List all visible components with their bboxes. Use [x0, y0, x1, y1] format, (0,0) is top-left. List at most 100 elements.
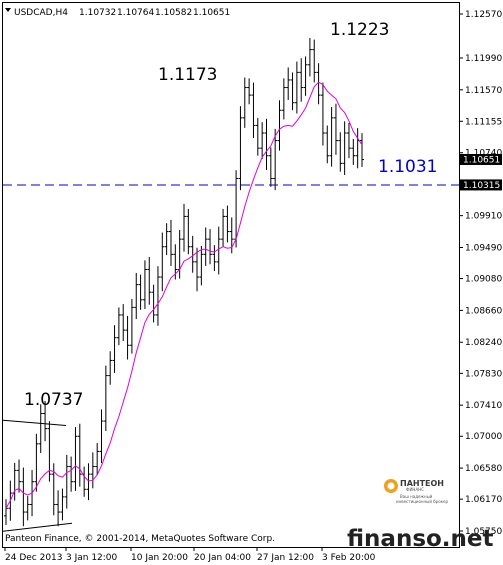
price-bar: [56, 490, 61, 527]
price-bar: [333, 103, 338, 155]
time-tick-label: 10 Jan 20:00: [131, 553, 188, 563]
price-bar: [346, 123, 351, 159]
price-bar: [99, 409, 104, 464]
close-value: 1.10651: [193, 8, 230, 18]
price-tick-label: 1.11570: [465, 86, 502, 96]
price-bar: [307, 37, 312, 77]
price-bar: [147, 256, 152, 305]
price-bar: [103, 365, 108, 432]
time-tick-label: 3 Jan 12:00: [66, 553, 118, 563]
price-bar: [151, 284, 156, 323]
price-tick-label: 1.05750: [465, 527, 502, 537]
plot-area: [2, 2, 460, 548]
price-tick-label: 1.08660: [465, 306, 502, 316]
price-bar: [264, 118, 269, 170]
level-price-tag: 1.10315: [460, 179, 502, 191]
price-bar: [138, 274, 143, 310]
price-bar: [325, 125, 330, 164]
copyright-text: Panteon Finance, © 2001-2014, MetaQuotes…: [5, 534, 275, 544]
price-bar: [268, 147, 273, 187]
price-bar: [242, 77, 247, 128]
price-bar: [281, 78, 286, 120]
annotation-mid: 1.1173: [158, 65, 217, 85]
price-bar: [125, 315, 130, 360]
open-value: 1.10732: [79, 8, 116, 18]
price-bar: [142, 260, 147, 309]
time-tick-label: 27 Jan 12:00: [257, 553, 314, 563]
chart-header: USDCAD,H4 1.10732 1.10764 1.10582 1.1065…: [5, 8, 230, 18]
price-bar: [195, 247, 200, 292]
time-tick-label: 24 Dec 2013: [5, 553, 63, 563]
price-bar: [38, 404, 43, 453]
price-bar: [221, 208, 226, 247]
price-bar: [134, 272, 139, 320]
price-bar: [121, 304, 126, 341]
time-tick-label: 20 Jan 04:00: [194, 553, 251, 563]
price-bar: [320, 82, 325, 146]
moving-average-line: [5, 81, 363, 509]
price-tick-label: 1.11990: [465, 54, 502, 64]
price-bar: [25, 496, 30, 521]
price-bar: [90, 452, 95, 489]
price-tick-label: 1.07000: [465, 432, 502, 442]
trendline-bottom: [2, 522, 73, 532]
price-bar: [351, 139, 356, 165]
price-bar: [47, 421, 52, 482]
price-bar: [60, 488, 65, 521]
watermark: finanso.net: [347, 526, 494, 552]
price-bar: [17, 459, 22, 493]
price-axis: 1.12570 1.11990 1.11570 1.11155 1.10740 1.099…: [459, 10, 502, 537]
price-bar: [73, 427, 78, 491]
panteon-logo: ПАНТЕОН ФИНАНС Ваш надежный инвестиционн…: [384, 479, 449, 504]
price-bar: [164, 223, 169, 256]
price-bar: [273, 128, 278, 191]
price-bar: [116, 307, 121, 346]
price-tick-label: 1.12570: [465, 10, 502, 20]
price-bar: [316, 63, 321, 105]
price-bar: [77, 423, 82, 487]
price-bar: [238, 106, 243, 191]
collapse-triangle-icon: [5, 8, 11, 12]
annotation-low: 1.0737: [24, 390, 83, 410]
price-bar: [182, 203, 186, 252]
price-bar: [251, 82, 256, 138]
price-bar: [112, 325, 117, 373]
price-bar: [342, 121, 347, 176]
logo-sub-1: ФИНАНС: [406, 487, 424, 492]
price-bar: [168, 219, 173, 266]
price-bar: [290, 72, 295, 111]
price-bar: [64, 454, 69, 509]
level-annotation: 1.1031: [378, 157, 437, 177]
time-axis: 24 Dec 2013 3 Jan 12:00 10 Jan 20:00 20 Jan…: [4, 547, 376, 563]
price-bar: [86, 463, 91, 501]
price-bar: [34, 433, 39, 492]
price-bar: [69, 456, 74, 492]
price-bar: [190, 235, 195, 273]
price-tick-label: 1.07410: [465, 401, 502, 411]
price-bar: [203, 227, 208, 266]
price-bar: [299, 58, 304, 102]
level-price-label: 1.10315: [463, 181, 500, 191]
price-tick-label: 1.09080: [465, 275, 502, 285]
price-bar: [43, 400, 48, 442]
price-bar: [108, 351, 113, 385]
price-bar: [225, 205, 230, 243]
price-tick-label: 1.06580: [465, 464, 502, 474]
price-bar: [199, 245, 204, 286]
time-tick-label: 3 Feb 20:00: [322, 553, 376, 563]
price-bar: [208, 229, 213, 265]
current-price-label: 1.10651: [463, 155, 500, 165]
price-bar: [186, 208, 191, 255]
price-tick-label: 1.11155: [465, 117, 502, 127]
price-bar: [286, 67, 291, 101]
price-bar: [329, 107, 334, 167]
price-bar: [277, 100, 282, 151]
high-value: 1.10764: [117, 8, 154, 18]
price-bar: [212, 245, 217, 272]
price-tick-label: 1.08240: [465, 338, 502, 348]
price-bar: [216, 226, 221, 275]
price-bar: [312, 39, 317, 83]
price-bar: [260, 122, 265, 160]
trendline-top: [2, 419, 67, 426]
